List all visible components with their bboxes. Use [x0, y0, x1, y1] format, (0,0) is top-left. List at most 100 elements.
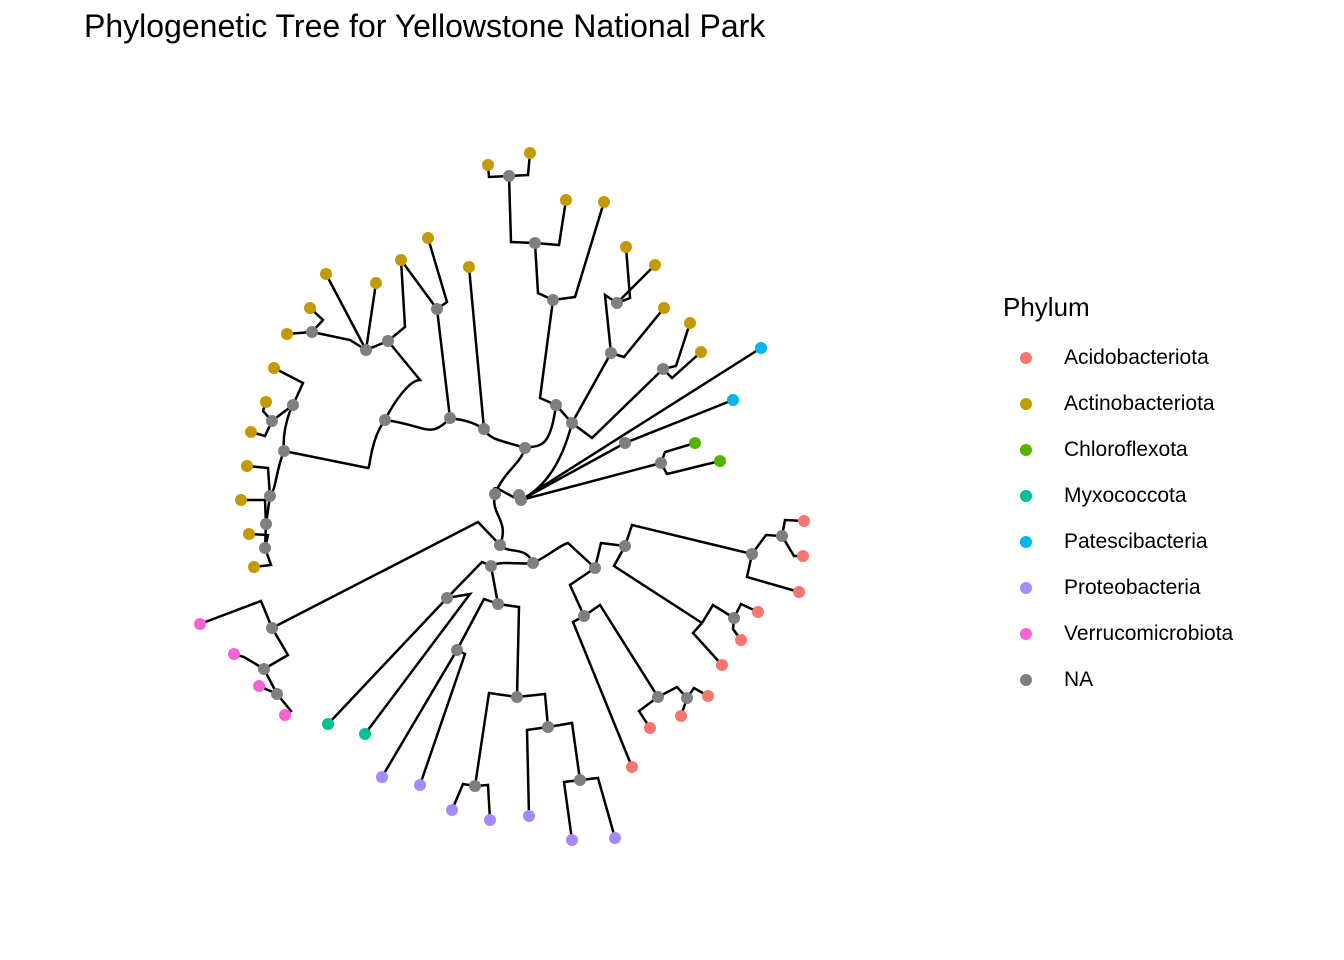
tip-node-chloroflexota	[689, 437, 701, 449]
tree-branch	[524, 404, 558, 450]
tree-branch	[520, 346, 762, 502]
internal-node	[278, 445, 290, 457]
tip-node-verrucomicrobiota	[194, 618, 206, 630]
legend-key	[1020, 352, 1032, 364]
tree-branch	[482, 428, 526, 450]
legend-key	[1020, 628, 1032, 640]
internal-node	[260, 518, 272, 530]
internal-node	[503, 170, 515, 182]
tip-node-patescibacteria	[755, 342, 767, 354]
internal-node	[619, 540, 631, 552]
internal-node	[258, 663, 270, 675]
tip-node-actinobacteriota	[320, 268, 332, 280]
tree-branch	[659, 459, 721, 476]
internal-node	[776, 530, 788, 542]
tree-branch	[364, 282, 378, 351]
tip-node-actinobacteriota	[463, 261, 475, 273]
legend-label: NA	[1064, 668, 1094, 691]
tip-node-acidobacteriota	[675, 710, 687, 722]
internal-node	[271, 688, 283, 700]
tip-node-actinobacteriota	[241, 460, 253, 472]
internal-node	[266, 415, 278, 427]
tree-branch	[271, 520, 501, 630]
internal-node	[681, 692, 693, 704]
tip-node-actinobacteriota	[620, 241, 632, 253]
tree-branch	[593, 541, 626, 569]
tree-branch	[745, 553, 800, 594]
legend-item-patescibacteria: Patescibacteria	[1003, 519, 1233, 565]
tip-node-actinobacteriota	[235, 494, 247, 506]
tree-branch	[311, 330, 367, 352]
tree-branch	[538, 299, 557, 407]
legend-label: Actinobacteriota	[1064, 392, 1215, 415]
legend-key	[1020, 398, 1032, 410]
tip-node-actinobacteriota	[598, 196, 610, 208]
tip-node-actinobacteriota	[281, 328, 293, 340]
tip-node-verrucomicrobiota	[279, 709, 291, 721]
internal-node	[287, 399, 299, 411]
internal-node	[478, 423, 490, 435]
tree-branch	[399, 259, 439, 310]
tip-node-proteobacteria	[446, 804, 458, 816]
legend-item-myxococcota: Myxococcota	[1003, 473, 1233, 519]
internal-node	[542, 721, 554, 733]
tree-branch	[493, 447, 527, 495]
legend-label: Verrucomicrobiota	[1064, 622, 1234, 645]
tree-branch	[520, 461, 662, 502]
legend-label: Chloroflexota	[1064, 438, 1188, 461]
tip-node-patescibacteria	[727, 394, 739, 406]
tip-node-verrucomicrobiota	[228, 648, 240, 660]
internal-node	[529, 237, 541, 249]
tree-branch	[273, 366, 305, 406]
internal-node	[655, 457, 667, 469]
internal-node	[485, 560, 497, 572]
tip-node-proteobacteria	[376, 771, 388, 783]
tip-node-proteobacteria	[609, 832, 621, 844]
tip-node-acidobacteriota	[735, 634, 747, 646]
internal-node	[619, 437, 631, 449]
tip-node-actinobacteriota	[482, 159, 494, 171]
tip-node-proteobacteria	[523, 810, 535, 822]
tree-branch	[455, 597, 499, 651]
tip-node-actinobacteriota	[245, 426, 257, 438]
tip-node-acidobacteriota	[644, 722, 656, 734]
tree-branch	[246, 464, 272, 497]
tree-branch	[497, 602, 521, 698]
tree-branch	[525, 725, 549, 817]
tip-node-actinobacteriota	[243, 528, 255, 540]
tree-branch	[571, 614, 634, 768]
tree-branch	[490, 561, 534, 568]
internal-node	[431, 303, 443, 315]
tree-branch	[623, 523, 753, 556]
tip-node-acidobacteriota	[702, 690, 714, 702]
tip-node-actinobacteriota	[248, 561, 260, 573]
tree-branch	[418, 648, 467, 786]
tree-branch	[637, 695, 659, 729]
legend-key	[1020, 444, 1032, 456]
internal-node	[451, 644, 463, 656]
internal-node	[444, 412, 456, 424]
tree-branch	[579, 776, 617, 839]
tree-branch	[446, 560, 492, 599]
legend-key	[1020, 582, 1032, 594]
tip-node-actinobacteriota	[304, 302, 316, 314]
tree-branch	[520, 398, 734, 502]
internal-node	[494, 539, 506, 551]
tree-branch	[612, 545, 703, 625]
tree-branch	[568, 566, 596, 617]
legend: Phylum Acidobacteriota Actinobacteriota Ch…	[1003, 292, 1233, 703]
tree-branch	[268, 450, 286, 497]
internal-node	[519, 442, 531, 454]
tree-branch	[473, 691, 518, 787]
tip-node-actinobacteriota	[684, 317, 696, 329]
internal-node	[259, 542, 271, 554]
tree-branch	[467, 266, 486, 430]
internal-node	[657, 363, 669, 375]
legend-label: Myxococcota	[1064, 484, 1187, 507]
internal-node	[589, 562, 601, 574]
internal-node	[492, 598, 504, 610]
tip-node-acidobacteriota	[752, 606, 764, 618]
internal-node	[382, 335, 394, 347]
tree-branch	[552, 201, 606, 302]
tree-branch	[583, 603, 660, 698]
